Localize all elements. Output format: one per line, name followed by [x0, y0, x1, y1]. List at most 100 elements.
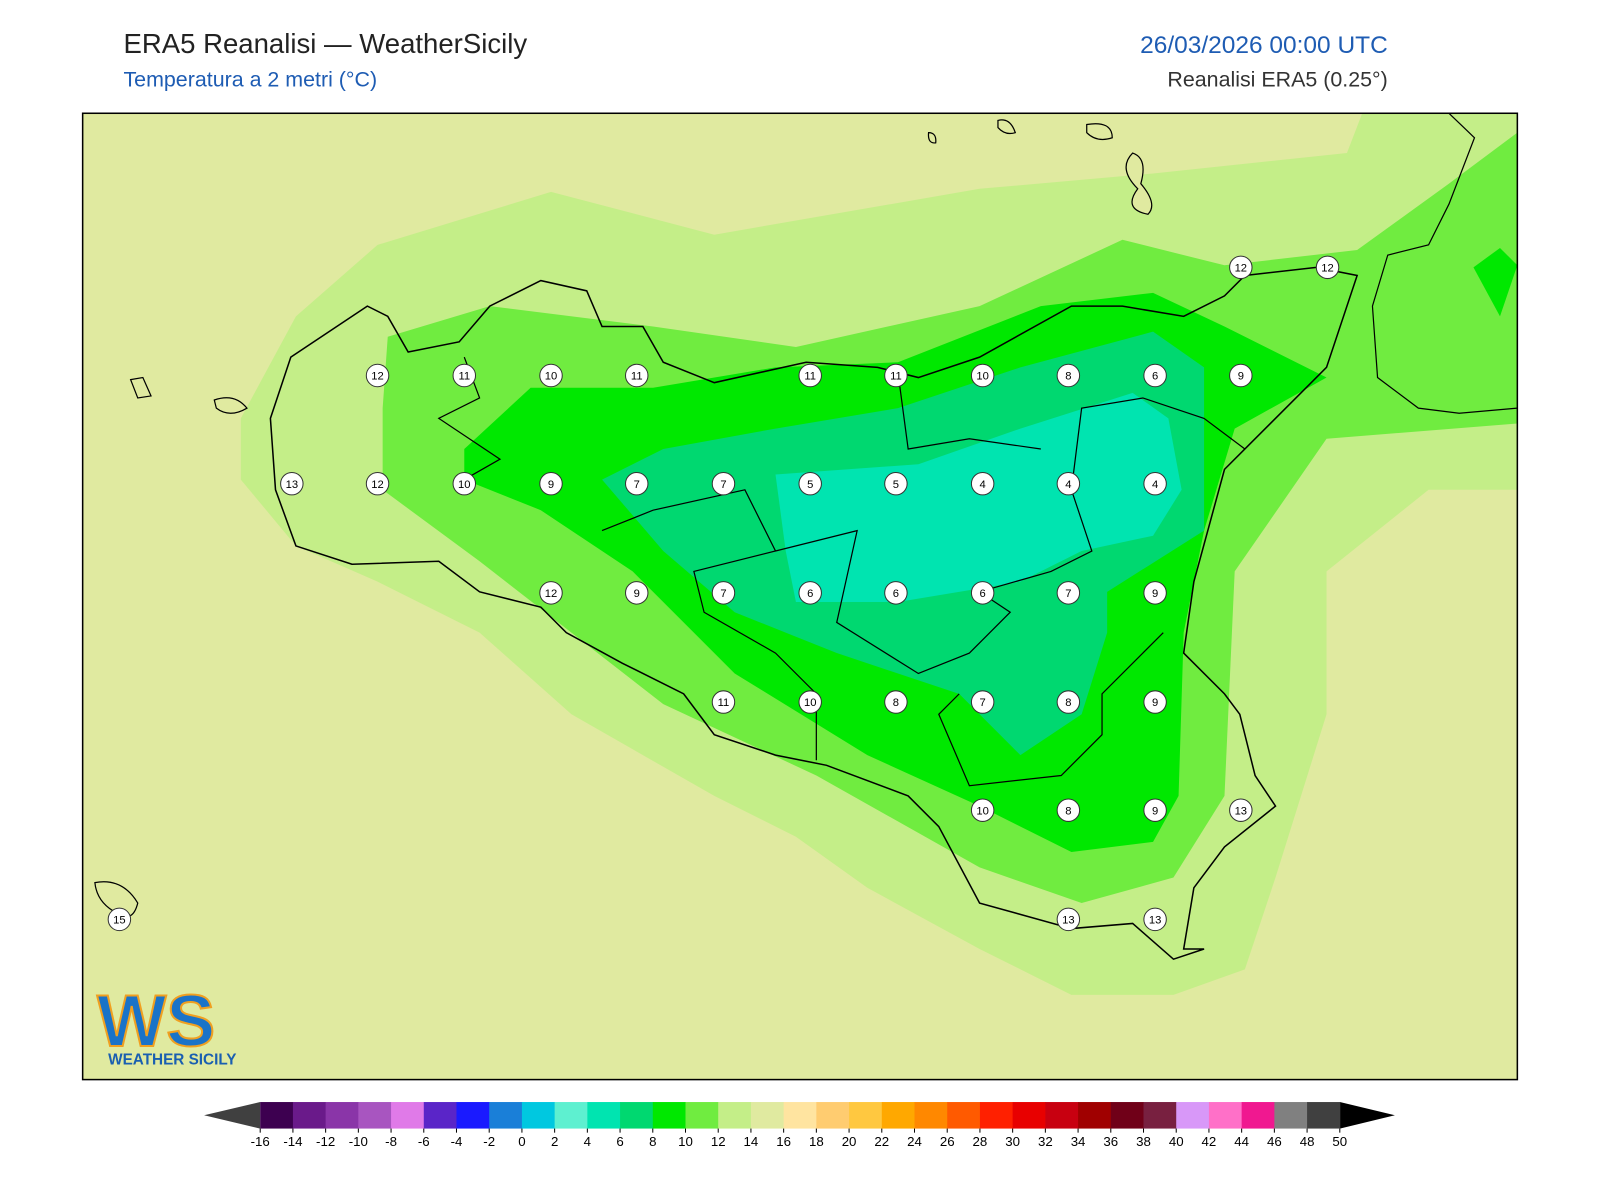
colorbar-tick-label: 24	[907, 1134, 922, 1149]
subtitle: Temperatura a 2 metri (°C)	[123, 68, 377, 92]
station-marker	[452, 471, 477, 496]
colorbar-tick-label: 28	[973, 1134, 988, 1149]
station-value: 7	[980, 697, 986, 709]
station-value: 6	[1152, 371, 1158, 383]
colorbar-tick-label: -12	[316, 1134, 335, 1149]
station-value: 10	[545, 371, 557, 383]
colorbar-segment	[1045, 1102, 1079, 1129]
colorbar-segment	[783, 1102, 817, 1129]
colorbar-tick-label: -14	[283, 1134, 302, 1149]
station-value: 10	[804, 697, 816, 709]
station-value: 11	[718, 697, 730, 709]
station-value: 9	[548, 479, 554, 491]
station-value: 13	[1149, 914, 1161, 926]
station-marker	[1315, 255, 1340, 280]
colorbar-tick-label: 34	[1071, 1134, 1086, 1149]
colorbar-tick-label: -8	[385, 1134, 397, 1149]
colorbar-segment	[849, 1102, 883, 1129]
station-marker	[1143, 581, 1167, 605]
colorbar-segment	[685, 1102, 719, 1129]
station-value: 4	[1065, 479, 1071, 491]
station-marker	[625, 363, 649, 388]
colorbar-segment	[521, 1102, 556, 1129]
station-marker	[970, 581, 995, 605]
colorbar-tick-label: 20	[842, 1134, 857, 1149]
colorbar-segment	[1241, 1102, 1275, 1129]
station-marker	[970, 690, 995, 714]
station-marker	[539, 471, 563, 496]
colorbar-segment	[391, 1102, 425, 1129]
colorbar-tick-label: 44	[1234, 1134, 1249, 1149]
colorbar-segment	[423, 1102, 458, 1129]
colorbar-tick-label: 12	[711, 1134, 726, 1149]
colorbar-segment	[947, 1102, 981, 1129]
station-value: 6	[893, 588, 899, 600]
station-value: 9	[1152, 697, 1158, 709]
colorbar-segment	[1274, 1102, 1308, 1129]
station-marker	[539, 363, 563, 388]
colorbar-tick-label: 8	[649, 1134, 656, 1149]
station-value: 7	[634, 479, 640, 491]
colorbar-segment	[881, 1102, 916, 1129]
station-value: 9	[1152, 805, 1158, 817]
station-marker	[1229, 255, 1253, 280]
logo-name: WEATHER SICILY	[108, 1051, 236, 1068]
station-marker	[1056, 581, 1081, 605]
station-marker	[539, 581, 563, 605]
station-marker	[1143, 907, 1167, 932]
station-marker	[884, 690, 908, 714]
colorbar-segment	[587, 1102, 621, 1129]
colorbar-under	[204, 1102, 261, 1129]
colorbar-tick-label: 2	[551, 1134, 558, 1149]
station-value: 4	[1152, 479, 1158, 491]
station-marker	[1143, 363, 1167, 388]
station-value: 8	[1065, 371, 1071, 383]
station-marker	[280, 471, 304, 496]
colorbar: -16 -14 -12 -10 -8 -6 -4 -2 0 2 4 6 8 10 12 14 16 18 20 22 2…	[204, 1102, 1395, 1149]
station-marker	[798, 471, 822, 496]
colorbar-tick-label: 32	[1038, 1134, 1053, 1149]
station-value: 12	[545, 588, 557, 600]
colorbar-segment	[979, 1102, 1014, 1129]
colorbar-segment	[1143, 1102, 1177, 1129]
temperature-zone	[1473, 247, 1518, 317]
colorbar-segment	[292, 1102, 327, 1129]
colorbar-tick-label: 42	[1202, 1134, 1217, 1149]
station-marker	[107, 907, 132, 932]
coastline	[269, 266, 1359, 961]
stations: 12 12 12 11 10 11 11 11 10 8 6 9 13 12 10 9 7 7 5 5 4 4 4 12 9 7 6…	[107, 255, 1340, 932]
station-marker	[365, 363, 390, 388]
colorbar-tick-label: 22	[874, 1134, 889, 1149]
colorbar-segment	[456, 1102, 490, 1129]
station-value: 7	[1065, 588, 1071, 600]
colorbar-segment	[620, 1102, 654, 1129]
coastline	[1371, 112, 1518, 414]
colorbar-tick-label: -4	[451, 1134, 463, 1149]
logo-mark: WS	[97, 979, 215, 1062]
colorbar-over	[1339, 1102, 1395, 1129]
station-marker	[711, 471, 736, 496]
station-marker	[970, 798, 995, 822]
station-value: 9	[1238, 371, 1244, 383]
station-value: 6	[807, 588, 813, 600]
logo: WS WEATHER SICILY	[96, 978, 237, 1068]
station-value: 10	[458, 479, 470, 491]
colorbar-tick-label: 4	[584, 1134, 591, 1149]
province-border	[437, 356, 1246, 787]
island	[94, 119, 1153, 918]
colorbar-tick-label: 30	[1005, 1134, 1020, 1149]
station-value: 13	[1235, 805, 1247, 817]
map: 12 12 12 11 10 11 11 11 10 8 6 9 13 12 10 9 7 7 5 5 4 4 4 12 9 7 6…	[81, 112, 1519, 1081]
station-value: 11	[458, 371, 470, 383]
station-value: 12	[371, 479, 383, 491]
colorbar-segment	[325, 1102, 359, 1129]
colorbar-segment	[816, 1102, 850, 1129]
station-marker	[711, 581, 736, 605]
source: Reanalisi ERA5 (0.25°)	[1167, 68, 1387, 92]
colorbar-tick-label: -16	[251, 1134, 270, 1149]
station-marker	[798, 581, 822, 605]
station-value: 12	[371, 371, 383, 383]
colorbar-segment	[1078, 1102, 1112, 1129]
colorbar-tick-label: -2	[483, 1134, 495, 1149]
